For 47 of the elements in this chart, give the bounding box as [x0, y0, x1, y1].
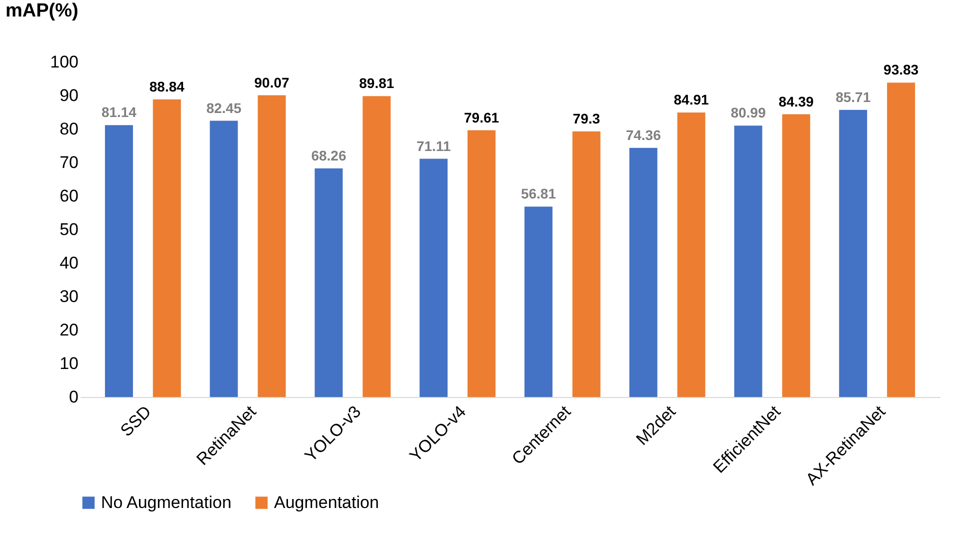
data-label: 56.81: [520, 186, 556, 202]
bar: [258, 95, 286, 397]
y-tick-label: 80: [60, 120, 78, 138]
y-tick-label: 50: [60, 220, 78, 239]
data-label: 71.11: [416, 138, 451, 154]
y-tick-label: 40: [60, 254, 78, 272]
y-tick-label: 0: [69, 388, 78, 406]
bar: [734, 126, 762, 397]
bar: [420, 158, 448, 397]
y-tick-label: 100: [50, 52, 78, 72]
data-label: 82.45: [206, 100, 242, 116]
bar: [362, 96, 391, 397]
data-label: 81.14: [101, 104, 137, 120]
x-tick-label: SSD: [116, 402, 155, 440]
bar: [839, 110, 868, 397]
data-label: 85.71: [836, 88, 871, 105]
legend-label: No Augmentation: [101, 492, 232, 512]
bar: [677, 112, 706, 397]
bar: [468, 130, 496, 397]
data-label: 79.3: [572, 110, 600, 126]
y-axis-title: mAP(%): [6, 0, 78, 22]
y-tick-label: 20: [60, 320, 78, 340]
data-label: 68.26: [311, 147, 346, 164]
y-tick-label: 60: [60, 186, 78, 206]
y-tick-label: 10: [60, 354, 78, 373]
data-label: 93.83: [884, 62, 919, 78]
y-tick-label: 70: [60, 153, 78, 172]
y-tick-label: 90: [60, 86, 78, 105]
data-label: 80.99: [730, 104, 766, 121]
data-label: 90.07: [254, 74, 290, 90]
bar: [524, 206, 552, 397]
data-label: 89.81: [359, 75, 394, 92]
y-tick-label: 30: [60, 287, 78, 306]
data-label: 88.84: [149, 78, 185, 94]
data-label: 74.36: [626, 126, 662, 143]
data-label: 84.39: [778, 93, 814, 110]
bar: [629, 148, 658, 397]
data-label: 79.61: [464, 109, 500, 126]
bar: [314, 168, 343, 397]
bar: [152, 99, 181, 397]
bar: [782, 114, 810, 397]
bar: [210, 120, 238, 397]
bar: [104, 125, 133, 397]
legend-label: Augmentation: [274, 492, 379, 512]
bar: [887, 82, 916, 397]
data-label: 84.91: [674, 92, 710, 108]
bar: [572, 131, 600, 397]
